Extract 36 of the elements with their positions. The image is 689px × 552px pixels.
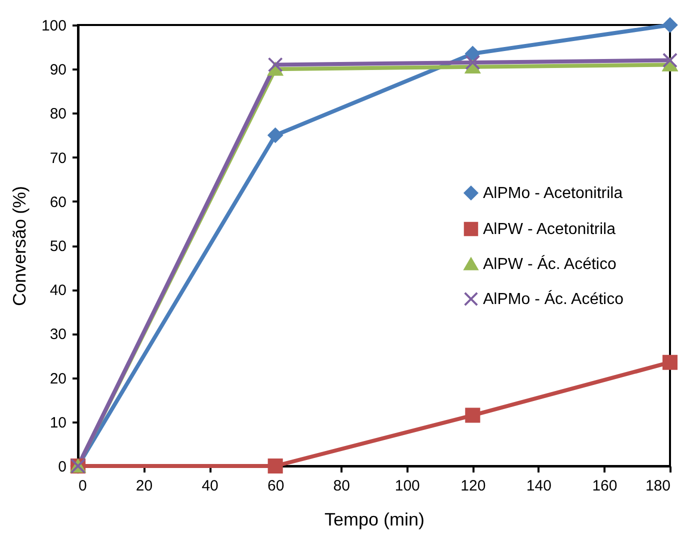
y-tick-label: 60 xyxy=(50,194,66,211)
x-tick-label: 180 xyxy=(645,478,670,494)
y-tick-label: 90 xyxy=(50,62,66,79)
x-tick-label: 80 xyxy=(333,478,350,494)
y-tick-label: 70 xyxy=(50,150,66,167)
y-tick-label: 10 xyxy=(50,414,66,432)
y-tick-label: 100 xyxy=(41,18,66,34)
point xyxy=(662,354,678,370)
x-tick-label: 20 xyxy=(136,478,153,494)
y-tick-label: 40 xyxy=(50,282,66,300)
point xyxy=(465,408,480,423)
y-tick-label: 50 xyxy=(50,238,66,255)
x-tick-label: 160 xyxy=(592,478,618,494)
point xyxy=(662,52,678,68)
x-tick-label: 100 xyxy=(394,478,420,494)
point xyxy=(268,128,283,143)
point xyxy=(465,46,480,62)
x-tick-label: 40 xyxy=(202,478,218,494)
y-tick-label: 30 xyxy=(50,326,66,344)
y-axis-title: Conversão (%) xyxy=(9,186,30,306)
legend-label: AlPW - Acetonitrila xyxy=(483,221,616,238)
x-tick-label: 120 xyxy=(460,478,486,494)
x-tick-label: 0 xyxy=(78,478,87,494)
x-tick-label: 60 xyxy=(267,478,284,494)
point xyxy=(268,57,283,72)
point xyxy=(662,17,678,33)
point xyxy=(465,54,480,70)
legend-label: AlPW - Ác. Acético xyxy=(483,255,616,273)
y-tick-label: 20 xyxy=(50,370,66,388)
y-tick-label: 80 xyxy=(50,106,66,123)
x-tick-label: 140 xyxy=(526,478,552,494)
x-axis-title: Tempo (min) xyxy=(324,510,425,530)
legend-label: AlPMo - Acetonitrila xyxy=(483,185,623,202)
point xyxy=(268,458,283,474)
legend-label: AlPMo - Ác. Acético xyxy=(483,290,624,308)
y-tick-label: 0 xyxy=(58,458,66,476)
